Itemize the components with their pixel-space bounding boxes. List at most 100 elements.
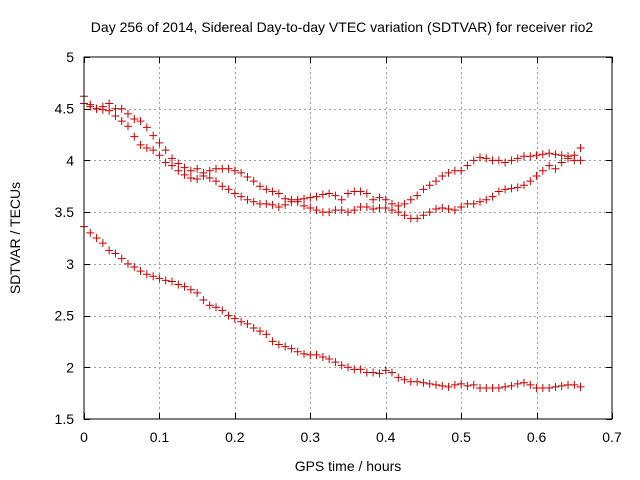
y-tick-label: 3 (66, 256, 74, 272)
data-point (268, 337, 277, 346)
data-point (255, 327, 264, 336)
data-point (224, 185, 233, 194)
data-point (362, 202, 371, 211)
data-point (381, 195, 390, 204)
data-point (218, 182, 227, 191)
series-upper (80, 92, 585, 211)
data-point (281, 342, 290, 351)
data-point (142, 123, 151, 132)
data-point (394, 208, 403, 217)
data-point (237, 168, 246, 177)
data-point (488, 192, 497, 201)
data-point (186, 166, 195, 175)
data-point (111, 111, 120, 120)
data-point (381, 366, 390, 375)
data-point (130, 115, 139, 124)
data-point (262, 185, 271, 194)
y-tick-label: 4 (66, 152, 74, 168)
y-tick-label: 4.5 (55, 101, 75, 117)
data-point (526, 380, 535, 389)
data-point (507, 184, 516, 193)
data-point (457, 166, 466, 175)
data-point (532, 171, 541, 180)
data-point (469, 156, 478, 165)
data-point (494, 156, 503, 165)
data-point (318, 352, 327, 361)
data-point (186, 174, 195, 183)
data-point (444, 205, 453, 214)
data-point (287, 195, 296, 204)
data-point (331, 358, 340, 367)
data-point (199, 296, 208, 305)
data-point (406, 195, 415, 204)
data-point (318, 190, 327, 199)
data-point (463, 381, 472, 390)
data-point (130, 132, 139, 141)
data-point (394, 373, 403, 382)
data-point (387, 368, 396, 377)
data-point (325, 208, 334, 217)
data-point (344, 363, 352, 372)
data-point (312, 350, 321, 359)
series-lower (80, 222, 585, 392)
data-point (312, 192, 321, 201)
data-point (230, 166, 239, 175)
data-point (557, 151, 566, 160)
data-point (387, 206, 396, 215)
data-point (306, 193, 315, 202)
data-point (551, 150, 560, 159)
data-point (344, 208, 352, 217)
data-point (300, 349, 309, 358)
data-point (425, 181, 434, 190)
data-point (205, 174, 214, 183)
data-point (136, 140, 145, 149)
data-point (356, 187, 365, 196)
data-point (576, 144, 585, 153)
data-point (501, 158, 510, 167)
data-point (224, 311, 233, 320)
data-point (149, 146, 158, 155)
data-point (174, 166, 183, 175)
data-point (519, 378, 528, 387)
data-point (268, 187, 277, 196)
data-point (230, 189, 239, 198)
data-point (92, 104, 101, 113)
data-point (123, 122, 132, 131)
data-point (419, 378, 428, 387)
data-point (469, 380, 478, 389)
data-point (438, 381, 447, 390)
data-point (255, 182, 264, 191)
data-point (293, 197, 302, 206)
data-point (161, 146, 170, 155)
data-point (186, 285, 195, 294)
data-point (249, 177, 258, 186)
series-middle (80, 99, 585, 223)
data-point (130, 262, 139, 271)
data-point (293, 347, 302, 356)
x-tick-label: 0.3 (301, 429, 321, 445)
data-point (576, 156, 585, 165)
data-point (425, 379, 434, 388)
data-point (105, 99, 114, 108)
data-point (230, 314, 239, 323)
data-point (419, 211, 428, 220)
data-point (432, 380, 441, 389)
data-point (262, 199, 271, 208)
data-point (337, 206, 346, 215)
data-point (268, 200, 277, 209)
data-point (174, 280, 183, 289)
data-point (331, 191, 340, 200)
data-point (117, 254, 126, 263)
data-point (281, 194, 290, 203)
data-point (161, 276, 170, 285)
chart-title: Day 256 of 2014, Sidereal Day-to-day VTE… (91, 19, 594, 35)
data-point (538, 166, 547, 175)
data-point (507, 381, 516, 390)
data-point (123, 259, 132, 268)
data-point (513, 154, 522, 163)
data-point (513, 379, 522, 388)
data-point (300, 201, 309, 210)
data-point (98, 239, 107, 248)
data-point (274, 340, 283, 349)
data-point (136, 117, 145, 126)
